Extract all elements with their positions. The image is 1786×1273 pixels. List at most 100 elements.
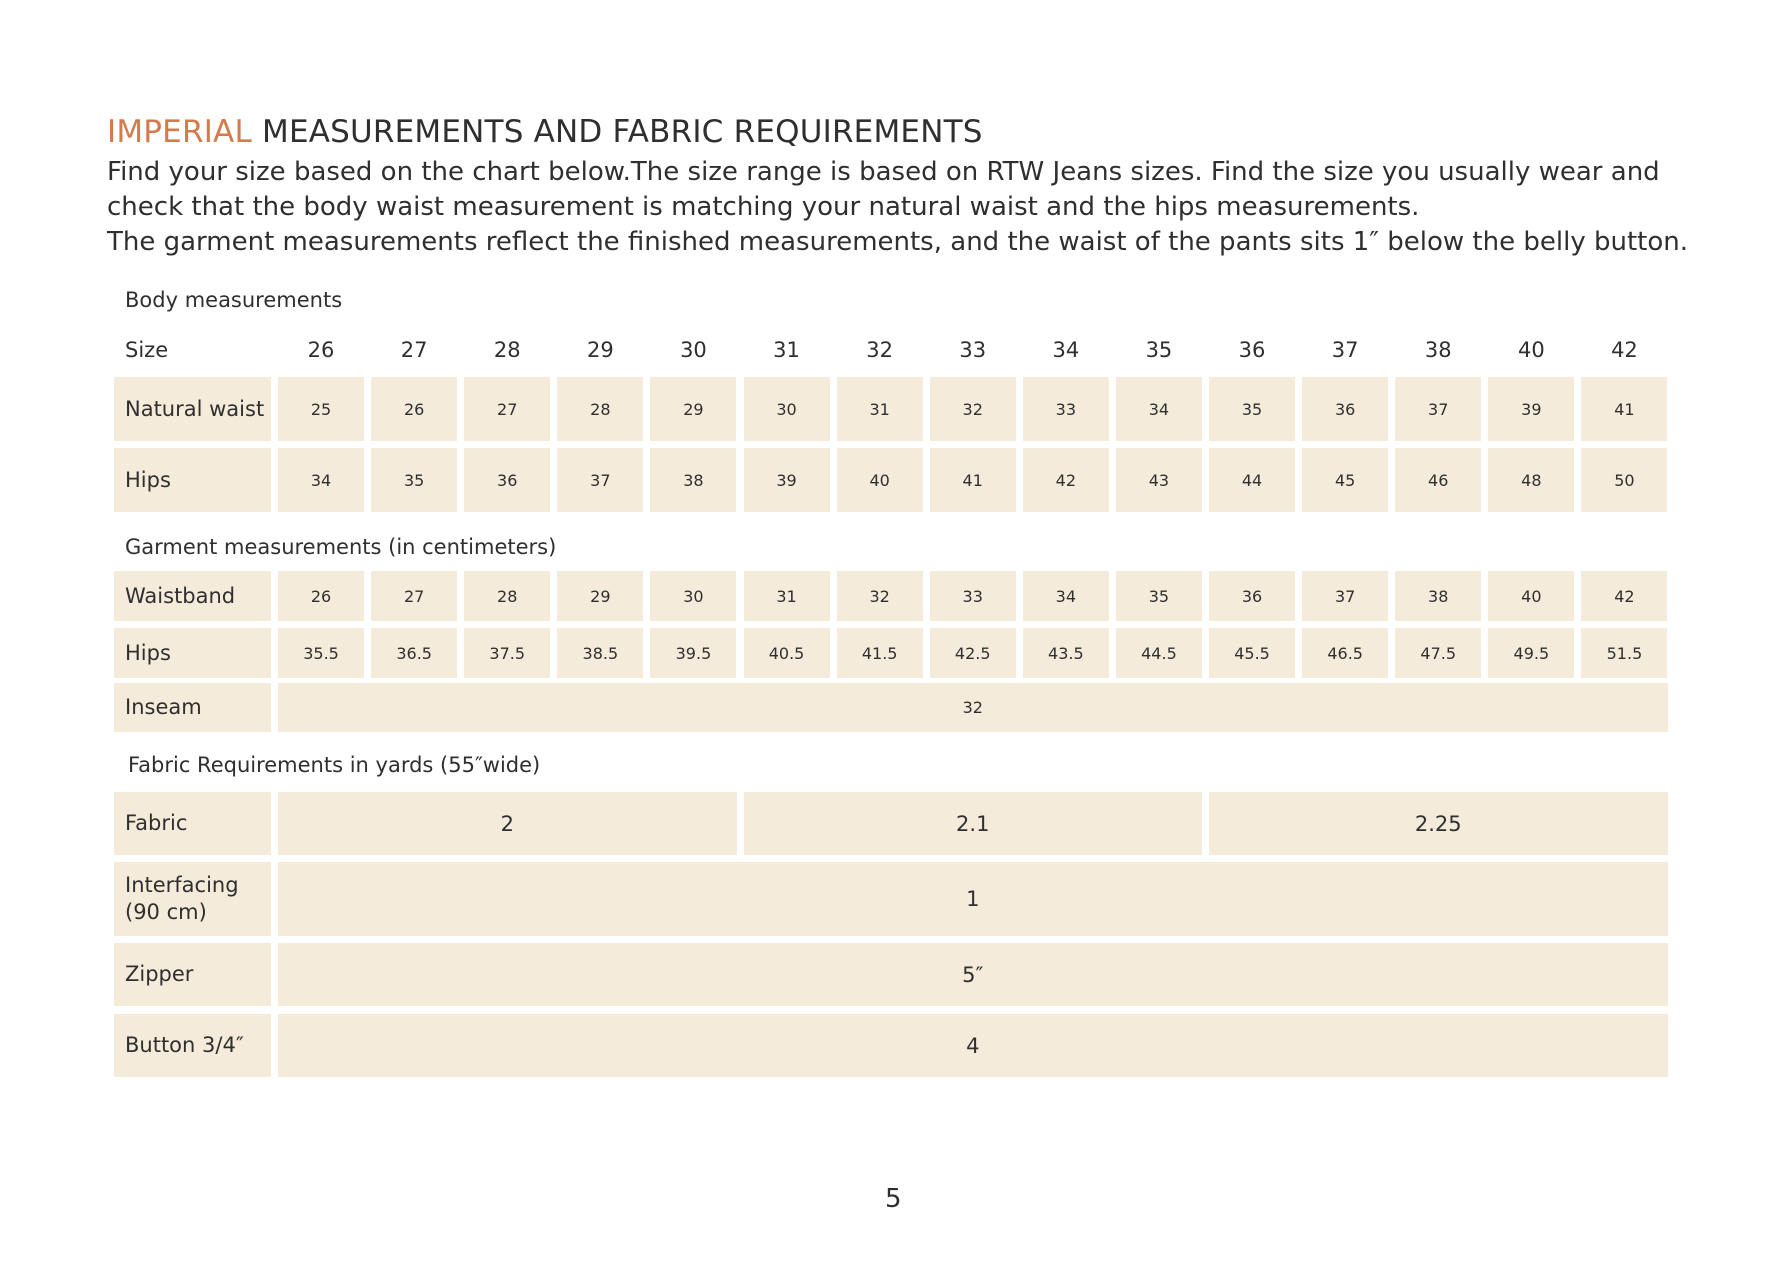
value-cell: 43.5 [1022,628,1109,678]
size-header: 37 [1331,338,1359,362]
value-cell: 29 [557,571,644,621]
value-cell: 38 [1395,571,1482,621]
size-header: 32 [866,338,893,362]
page-number: 5 [885,1184,902,1214]
value-cell: 30 [650,571,737,621]
row-label: Waistband [114,571,271,621]
value-cell: 25 [278,377,365,441]
value-cell: 31 [836,377,923,441]
value-cell: 28 [464,571,551,621]
value-cell: 32 [929,377,1016,441]
value-cell: 44.5 [1115,628,1202,678]
size-header: 40 [1517,338,1545,362]
value-cell: 42 [1022,448,1109,512]
size-header: 27 [400,338,428,362]
value-cell: 43 [1115,448,1202,512]
value-cell: 41.5 [836,628,923,678]
value-cell: 38.5 [557,628,644,678]
value-cell: 27 [371,571,458,621]
value-cell: 51.5 [1581,628,1668,678]
value-cell: 42.5 [929,628,1016,678]
value-cell: 27 [464,377,551,441]
value-cell: 48 [1488,448,1575,512]
row-label: Hips [114,448,271,512]
section-label: Fabric Requirements in yards (55″wide) [128,753,541,777]
value-cell: 2.25 [1209,792,1668,855]
row-label: Natural waist [114,377,271,441]
row-label: Inseam [114,683,271,732]
value-cell: 1 [278,862,1668,936]
value-cell: 33 [929,571,1016,621]
value-cell: 36 [464,448,551,512]
value-cell: 35 [1209,377,1296,441]
row-label: Zipper [114,943,271,1006]
intro-paragraph: Find your size based on the chart below.… [107,157,1660,222]
value-cell: 5″ [278,943,1668,1006]
value-cell: 26 [278,571,365,621]
value-cell: 39 [1488,377,1575,441]
value-cell: 37 [1302,571,1389,621]
value-cell: 37.5 [464,628,551,678]
value-cell: 35 [371,448,458,512]
row-label: Button 3/4″ [114,1014,271,1077]
row-label: Hips [114,628,271,678]
value-cell: 34 [1115,377,1202,441]
size-header: 33 [959,338,987,362]
size-header: 30 [680,338,707,362]
section-label: Body measurements [125,288,343,312]
value-cell: 35.5 [278,628,365,678]
value-cell: 45 [1302,448,1389,512]
size-header: 29 [586,338,614,362]
value-cell: 26 [371,377,458,441]
value-cell: 34 [1022,571,1109,621]
value-cell: 46.5 [1302,628,1389,678]
value-cell: 36 [1209,571,1296,621]
value-cell: 44 [1209,448,1296,512]
value-cell: 32 [836,571,923,621]
value-cell: 31 [743,571,830,621]
value-cell: 45.5 [1209,628,1296,678]
size-header: 26 [307,338,335,362]
value-cell: 50 [1581,448,1668,512]
value-cell: 34 [278,448,365,512]
value-cell: 36.5 [371,628,458,678]
title: IMPERIAL MEASUREMENTS AND FABRIC REQUIRE… [107,114,983,150]
size-header: 42 [1611,338,1638,362]
intro-paragraph: The garment measurements reflect the fin… [107,227,1688,257]
row-label: Interfacing (90 cm) [114,862,271,936]
value-cell: 35 [1115,571,1202,621]
size-label: Size [125,338,169,362]
value-cell: 2.1 [743,792,1202,855]
value-cell: 40.5 [743,628,830,678]
value-cell: 4 [278,1014,1668,1077]
value-cell: 39 [743,448,830,512]
value-cell: 38 [650,448,737,512]
value-cell: 46 [1395,448,1482,512]
size-header: 31 [773,338,800,362]
value-cell: 37 [557,448,644,512]
size-header: 28 [493,338,521,362]
section-label: Garment measurements (in centimeters) [125,535,557,559]
value-cell: 29 [650,377,737,441]
value-cell: 40 [1488,571,1575,621]
value-cell: 42 [1581,571,1668,621]
size-header: 35 [1145,338,1173,362]
value-cell: 41 [929,448,1016,512]
value-cell: 47.5 [1395,628,1482,678]
value-cell: 37 [1395,377,1482,441]
value-cell: 41 [1581,377,1668,441]
value-cell: 49.5 [1488,628,1575,678]
value-cell: 36 [1302,377,1389,441]
title-text: MEASUREMENTS AND FABRIC REQUIREMENTS [262,114,983,150]
row-label: Fabric [114,792,271,855]
size-header: 34 [1052,338,1080,362]
size-header: 38 [1424,338,1452,362]
value-cell: 39.5 [650,628,737,678]
value-cell: 28 [557,377,644,441]
value-cell: 32 [278,683,1668,732]
value-cell: 33 [1022,377,1109,441]
value-cell: 30 [743,377,830,441]
title-accent: IMPERIAL [107,114,252,150]
value-cell: 40 [836,448,923,512]
